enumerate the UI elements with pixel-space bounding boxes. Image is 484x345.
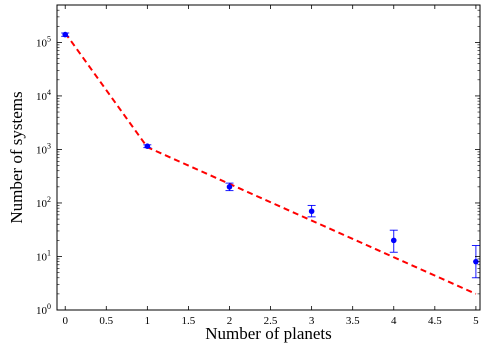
y-tick-label-exponent: 1 bbox=[47, 248, 51, 257]
x-tick-label: 5 bbox=[473, 315, 479, 327]
data-point bbox=[390, 237, 397, 244]
y-tick-label-exponent: 2 bbox=[47, 195, 51, 204]
y-tick-label-base: 10 bbox=[36, 91, 48, 103]
y-tick-label: 103 bbox=[36, 141, 51, 156]
x-tick-label: 3 bbox=[309, 315, 315, 327]
x-tick-label: 2 bbox=[227, 315, 233, 327]
x-tick-label: 4 bbox=[391, 315, 397, 327]
x-tick-label: 1.5 bbox=[182, 315, 196, 327]
data-point bbox=[144, 143, 151, 149]
y-tick-label-base: 10 bbox=[36, 251, 48, 263]
x-tick-label: 0 bbox=[62, 315, 68, 327]
x-tick-label: 1 bbox=[145, 315, 151, 327]
fit-line bbox=[64, 32, 477, 295]
x-tick-label: 0.5 bbox=[99, 315, 113, 327]
x-axis-label: Number of planets bbox=[205, 324, 332, 343]
data-point bbox=[473, 258, 479, 265]
y-tick-label-exponent: 5 bbox=[47, 34, 51, 43]
x-tick-label: 4.5 bbox=[428, 315, 442, 327]
x-tick-label: 3.5 bbox=[346, 315, 360, 327]
data-point bbox=[226, 184, 233, 190]
y-axis-label: Number of systems bbox=[7, 91, 26, 223]
data-point bbox=[62, 31, 69, 38]
y-tick-label: 105 bbox=[36, 34, 51, 49]
y-tick-label-exponent: 3 bbox=[47, 141, 51, 150]
y-tick-label-base: 10 bbox=[36, 198, 48, 210]
plot-frame bbox=[56, 4, 481, 311]
y-tick-label-base: 10 bbox=[36, 37, 48, 49]
y-tick-label-exponent: 4 bbox=[47, 88, 51, 97]
y-tick-label-base: 10 bbox=[36, 144, 48, 156]
x-axis: 0 0.5 1 1.5 2 2.5 3 3.5 4 4.5 5 bbox=[62, 5, 479, 327]
y-tick-label: 102 bbox=[36, 195, 51, 210]
x-tick-label: 2.5 bbox=[264, 315, 278, 327]
data-point bbox=[308, 208, 315, 215]
y-tick-label-base: 10 bbox=[36, 305, 48, 317]
plot-area bbox=[61, 31, 480, 295]
y-tick-label: 100 bbox=[36, 302, 51, 317]
y-tick-label-exponent: 0 bbox=[47, 302, 51, 311]
y-tick-label: 104 bbox=[36, 88, 51, 103]
y-tick-label: 101 bbox=[36, 248, 51, 263]
